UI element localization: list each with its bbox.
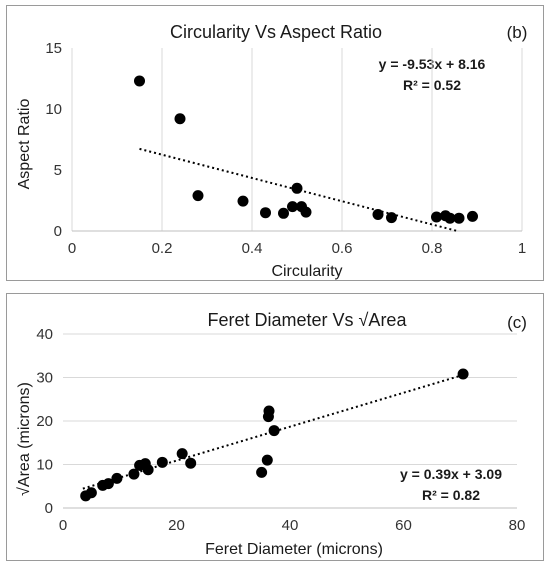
data-point [268,425,280,437]
data-point [260,207,271,219]
x-tick-label: 0.2 [152,240,173,257]
data-point [85,487,97,499]
data-point [192,190,204,202]
data-point [237,195,249,207]
y-tick-label: 30 [36,370,53,387]
x-tick-label: 0 [59,517,67,534]
data-point [444,212,456,224]
data-point [256,466,268,478]
x-tick-label: 0.6 [332,240,353,257]
data-point [156,456,168,468]
data-point [457,368,469,380]
x-tick-label: 0 [68,240,76,257]
data-point [261,454,273,466]
y-tick-label: 10 [36,457,53,474]
panel-label: (c) [507,313,527,332]
data-point [185,457,197,469]
chart-panel-circularity: Circularity Vs Aspect Ratio (b) Aspect R… [6,5,544,281]
y-tick-label: 0 [45,500,53,517]
data-point [453,212,465,224]
data-point [287,201,298,213]
chart-title: Feret Diameter Vs √Area [208,310,408,330]
x-axis-label: Circularity [271,263,342,280]
trendline-equation: y = 0.39x + 3.09 [400,466,502,482]
data-point [372,209,384,221]
y-tick-label: 0 [54,223,62,240]
x-tick-label: 20 [168,517,185,534]
y-axis-label: Aspect Ratio [16,99,33,190]
x-tick-label: 40 [282,517,299,534]
data-point [263,405,275,417]
data-point [134,75,145,87]
x-tick-label: 80 [509,517,526,534]
r-squared-label: R² = 0.82 [422,487,480,503]
data-point [176,448,188,460]
x-tick-label: 1 [518,240,526,257]
data-point [128,468,140,480]
x-tick-label: 60 [395,517,412,534]
scatter-chart-feret: Feret Diameter Vs √Area (c) √Area (micro… [16,310,527,558]
data-point [300,206,312,218]
x-tick-label: 0.8 [422,240,443,257]
data-point [467,210,478,222]
data-point [431,211,442,223]
y-tick-label: 20 [36,413,53,430]
data-point [102,478,114,490]
data-point [386,212,397,224]
data-point [111,472,123,484]
y-tick-label: 5 [54,162,62,179]
x-axis-label: Feret Diameter (microns) [205,541,383,558]
data-point [174,113,186,125]
scatter-chart-circularity: Circularity Vs Aspect Ratio (b) Aspect R… [16,22,528,280]
y-axis-label: √Area (microns) [16,382,33,496]
y-tick-label: 15 [45,40,62,57]
data-point [278,207,289,219]
x-tick-label: 0.4 [242,240,263,257]
chart-panel-feret: Feret Diameter Vs √Area (c) √Area (micro… [6,293,544,561]
chart-title: Circularity Vs Aspect Ratio [170,22,382,42]
panel-label: (b) [507,23,528,42]
data-point [142,464,154,476]
data-point [291,182,303,194]
y-tick-label: 10 [45,101,62,118]
y-tick-label: 40 [36,326,53,343]
